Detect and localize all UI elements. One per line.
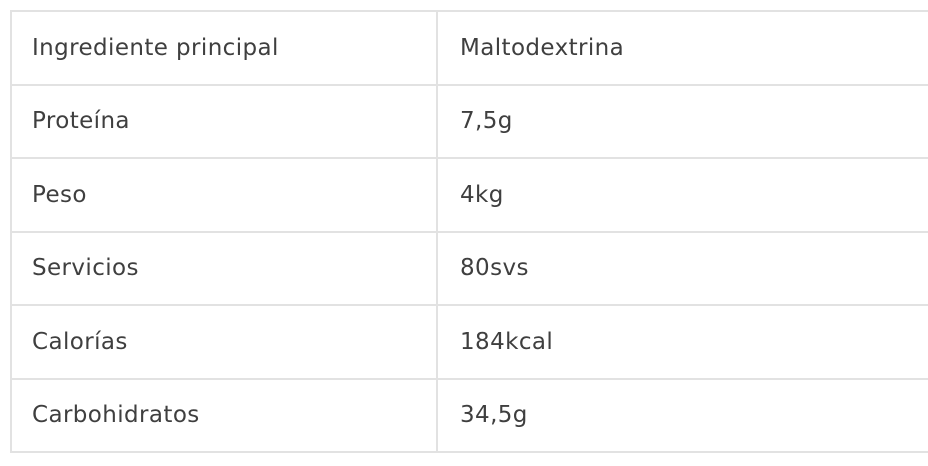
spec-value-cell: 80svs [436, 230, 928, 306]
spec-label-cell: Peso [10, 157, 438, 233]
table-row: Peso 4kg [10, 157, 928, 233]
table-row: Calorías 184kcal [10, 304, 928, 380]
spec-label-cell: Proteína [10, 83, 438, 159]
spec-value-cell: 7,5g [436, 83, 928, 159]
spec-label-cell: Servicios [10, 230, 438, 306]
table-row: Carbohidratos 34,5g [10, 377, 928, 453]
table-row: Ingrediente principal Maltodextrina [10, 10, 928, 86]
spec-label-cell: Ingrediente principal [10, 10, 438, 86]
product-specs-container: Ingrediente principal Maltodextrina Prot… [10, 10, 928, 453]
table-row: Servicios 80svs [10, 230, 928, 306]
spec-label-cell: Carbohidratos [10, 377, 438, 453]
spec-label-cell: Calorías [10, 304, 438, 380]
spec-value-cell: Maltodextrina [436, 10, 928, 86]
spec-value-cell: 184kcal [436, 304, 928, 380]
table-row: Proteína 7,5g [10, 83, 928, 159]
product-specs-table: Ingrediente principal Maltodextrina Prot… [10, 10, 928, 453]
spec-value-cell: 4kg [436, 157, 928, 233]
spec-value-cell: 34,5g [436, 377, 928, 453]
